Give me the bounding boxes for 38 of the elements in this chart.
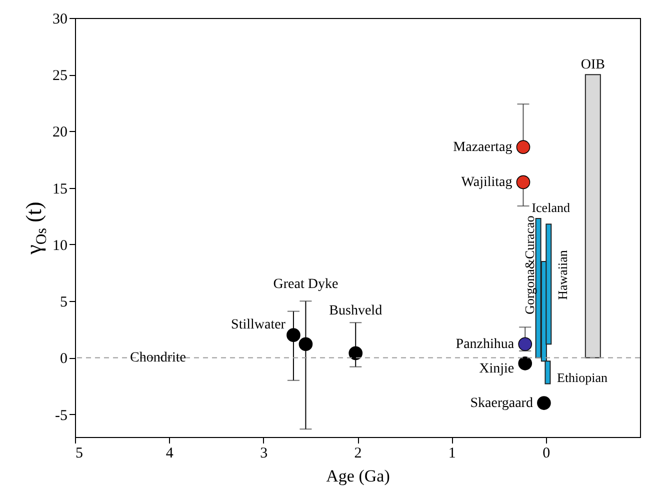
y-tick-label: 20 xyxy=(52,124,68,141)
point xyxy=(298,337,313,352)
point xyxy=(286,328,300,342)
y-tick-label: 5 xyxy=(60,294,68,311)
annotation: Ethiopian xyxy=(557,370,608,385)
bar xyxy=(584,74,601,358)
annotation: Xinjie xyxy=(479,361,514,376)
x-tick-label: 3 xyxy=(260,446,268,462)
ref-line-label: Chondrite xyxy=(130,350,186,366)
annotation: OIB xyxy=(580,58,605,73)
point xyxy=(348,346,363,360)
y-tick-label: 15 xyxy=(52,181,68,198)
annotation: Mazaertag xyxy=(453,140,512,156)
y-tick-label: -5 xyxy=(55,408,68,424)
point xyxy=(518,337,532,352)
y-tick-label: 0 xyxy=(60,351,68,368)
point xyxy=(516,175,530,190)
y-tick-label: 25 xyxy=(52,68,68,84)
y-tick-label: 10 xyxy=(52,238,68,254)
x-axis-title: Age (Ga) xyxy=(326,466,390,486)
x-tick-label: 0 xyxy=(542,446,550,462)
annotation: Great Dyke xyxy=(273,277,338,292)
y-tick-label: 30 xyxy=(52,12,68,28)
point xyxy=(516,140,530,154)
x-tick-label: 2 xyxy=(354,446,362,462)
annotation: Skaergaard xyxy=(470,396,533,412)
annotation: Hawaiian xyxy=(555,250,570,300)
annotation: Stillwater xyxy=(231,318,286,333)
annotation: Panzhihua xyxy=(456,337,515,352)
point xyxy=(537,396,551,410)
point xyxy=(518,356,532,370)
x-tick-label: 5 xyxy=(76,446,83,462)
annotation: Wajilitag xyxy=(461,175,512,190)
annotation: Gorgona&Curacao xyxy=(522,216,537,314)
x-tick-label: 1 xyxy=(448,446,456,462)
x-tick-label: 4 xyxy=(166,446,174,462)
annotation: Bushveld xyxy=(329,304,382,319)
annotation: Iceland xyxy=(532,200,570,216)
